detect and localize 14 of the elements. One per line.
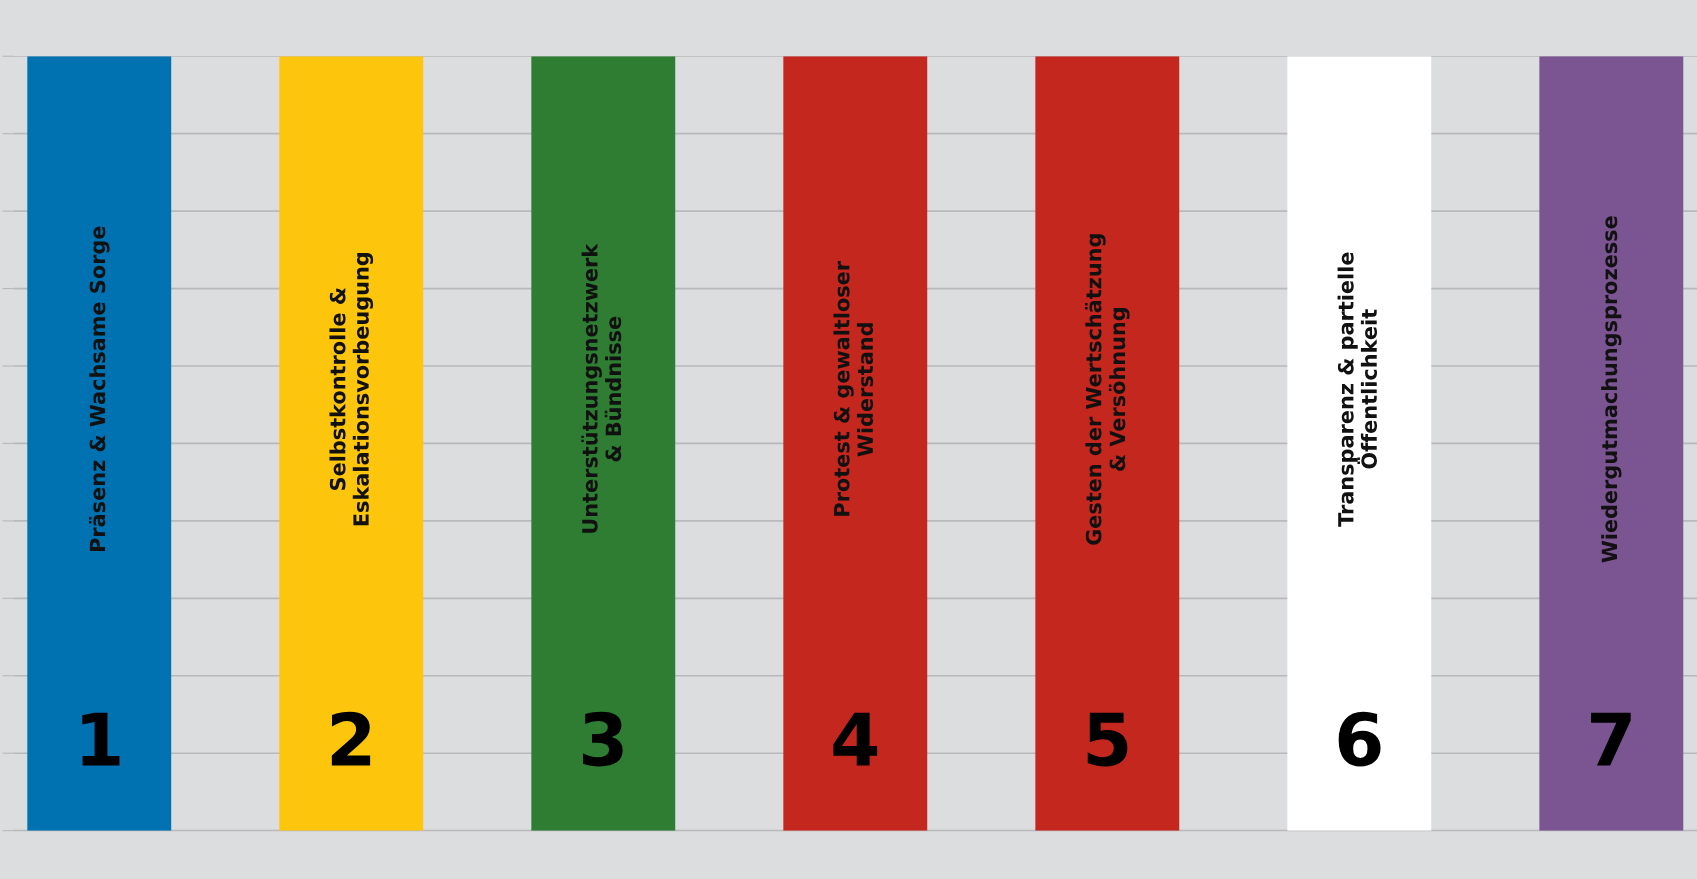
- x-tick-label: Selbstkontrolle & Eskalationsvorbeugung: [329, 253, 374, 526]
- annotation: 1: [82, 712, 120, 766]
- x-tick-label: Präsenz & Wachsame Sorge: [88, 226, 110, 552]
- annotation: 6: [1338, 711, 1381, 767]
- x-tick-label: Gesten der Wertschätzung & Versöhnung: [1085, 234, 1130, 545]
- x-tick-label: Transparenz & partielle Öffentlichkeit: [1337, 252, 1378, 527]
- annotation: 3: [582, 711, 623, 767]
- annotation: 4: [833, 712, 878, 766]
- x-tick-label: Unterstützungsnetzwerk & Bündnisse: [581, 243, 622, 533]
- annotation: 2: [331, 711, 371, 766]
- annotation: 7: [1591, 712, 1631, 766]
- annotation: 5: [1087, 712, 1128, 767]
- x-tick-label: Protest & gewaltloser Widerstand: [833, 260, 874, 516]
- x-tick-label: Wiedergutmachungsprozesse: [1601, 216, 1622, 563]
